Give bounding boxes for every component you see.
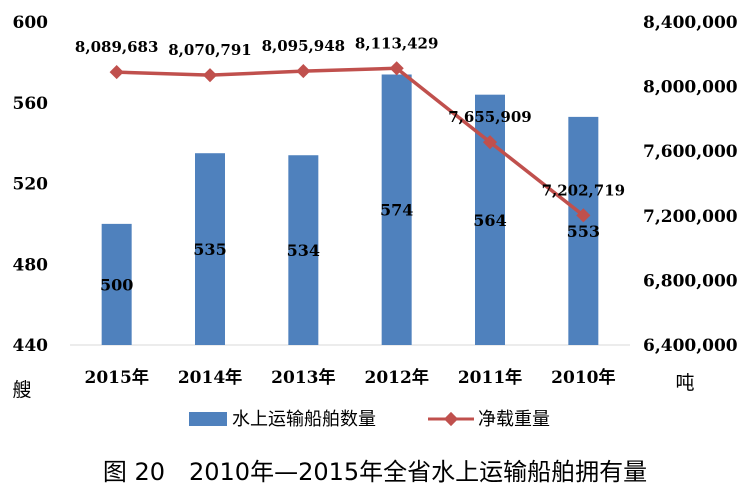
- bar-data-label: 534: [287, 241, 320, 260]
- right-axis-tick-label: 6,400,000: [643, 336, 738, 356]
- x-axis-category-label: 2011年: [458, 367, 522, 388]
- right-axis-unit: 吨: [675, 372, 694, 394]
- line-marker: [576, 208, 591, 223]
- line-data-label: 7,655,909: [448, 108, 532, 126]
- x-axis-category-labels: 2015年 2014年 2013年 2012年 2011年 2010年: [85, 367, 616, 388]
- line-path: [116, 66, 585, 217]
- line-data-labels: 8,089,683 8,070,791 8,095,948 8,113,429 7,65…: [75, 34, 625, 199]
- line-data-label: 8,095,948: [262, 37, 346, 55]
- right-axis-tick-label: 7,600,000: [643, 142, 738, 162]
- right-axis-tick-label: 7,200,000: [643, 207, 738, 227]
- bar-data-label: 553: [567, 222, 600, 241]
- right-axis-ticks: 6,400,000 6,800,000 7,200,000 7,600,000 8,00…: [643, 13, 738, 356]
- bar-data-label: 500: [100, 275, 133, 294]
- bar-data-label: 535: [193, 240, 226, 259]
- right-axis-tick-label: 8,400,000: [643, 13, 738, 33]
- x-axis-category-label: 2013年: [271, 367, 335, 388]
- legend: 水上运输船舶数量 净载重量: [189, 409, 550, 430]
- line-marker: [202, 68, 218, 83]
- left-axis-unit: 艘: [12, 379, 31, 401]
- bar: [381, 74, 412, 346]
- line-data-label: 8,070,791: [168, 41, 252, 59]
- figure-caption: 图 20 2010年—2015年全省水上运输船舶拥有量: [103, 458, 647, 486]
- bar-series: [101, 74, 599, 346]
- x-axis-category-label: 2015年: [85, 367, 149, 388]
- legend-label-bar: 水上运输船舶数量: [232, 409, 376, 430]
- line-marker: [389, 61, 404, 76]
- bar-data-label: 564: [473, 211, 506, 230]
- line-data-label: 7,202,719: [542, 181, 626, 199]
- right-axis-tick-label: 8,000,000: [643, 78, 738, 98]
- left-axis-tick-label: 480: [13, 255, 49, 275]
- left-axis-tick-label: 440: [13, 336, 49, 356]
- bar-data-label: 574: [380, 201, 413, 220]
- left-axis-tick-label: 560: [13, 94, 49, 114]
- bar: [288, 155, 319, 345]
- line-marker: [482, 135, 498, 150]
- bar: [101, 223, 132, 345]
- line-series: [109, 61, 591, 223]
- bar-data-labels: 500 535 534 574 564 553: [100, 201, 600, 295]
- legend-label-line: 净载重量: [478, 409, 550, 430]
- right-axis-tick-label: 6,800,000: [643, 271, 738, 291]
- legend-swatch-bar: [189, 412, 227, 426]
- left-axis-ticks: 440 480 520 560 600: [13, 13, 49, 356]
- line-marker: [296, 64, 311, 79]
- line-data-label: 8,113,429: [355, 34, 439, 52]
- line-data-label: 8,089,683: [75, 38, 159, 56]
- bar: [195, 153, 225, 345]
- bar: [568, 116, 599, 345]
- x-axis-category-label: 2014年: [178, 367, 242, 388]
- left-axis-tick-label: 520: [13, 175, 49, 195]
- line-marker: [109, 65, 124, 80]
- x-axis-category-label: 2012年: [365, 367, 429, 388]
- x-axis-category-label: 2010年: [551, 367, 615, 388]
- left-axis-tick-label: 600: [13, 13, 49, 33]
- legend-marker-line: [443, 411, 459, 427]
